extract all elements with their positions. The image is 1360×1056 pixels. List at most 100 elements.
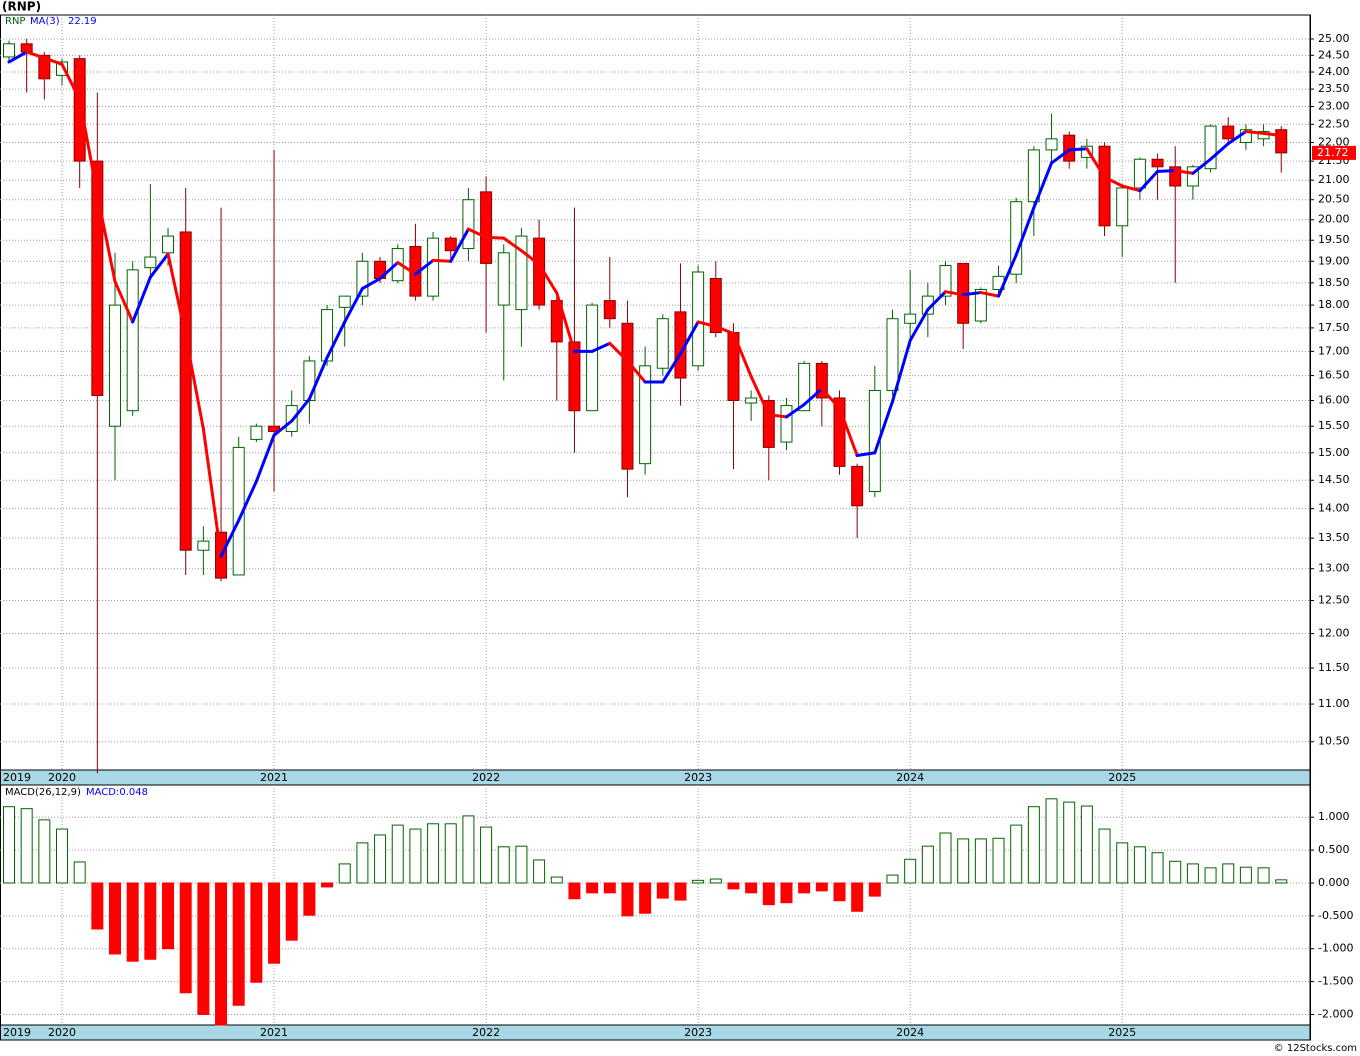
y-tick-label: 24.50 [1318, 48, 1350, 61]
candle-body [1222, 125, 1235, 140]
macd-bar [939, 832, 952, 884]
candle-body [56, 61, 69, 76]
chart-title: (RNP) [2, 0, 41, 14]
candle-body [356, 260, 369, 297]
candle-body [480, 191, 493, 264]
ma-line [997, 253, 1018, 298]
ma-line [961, 291, 983, 297]
y-tick-label: 13.00 [1318, 562, 1350, 575]
macd-bar [709, 878, 722, 884]
ma-line [714, 325, 735, 335]
macd-bar [868, 882, 881, 897]
macd-bar [109, 882, 122, 955]
ma-line [466, 227, 488, 239]
ma-line [431, 258, 453, 263]
macd-bar [1222, 863, 1235, 884]
ma-line [325, 320, 347, 360]
ma-line [343, 287, 364, 324]
macd-bar [533, 859, 546, 884]
macd-bar [1098, 828, 1111, 884]
ma-line [908, 308, 930, 342]
candle-body [621, 322, 634, 470]
x-tick-label: 2019 [3, 771, 31, 784]
macd-bar [762, 882, 775, 906]
candle-body [1169, 166, 1182, 187]
y-tick-label: 16.00 [1318, 393, 1350, 406]
candle-body [745, 397, 758, 404]
candle-body [1063, 134, 1076, 162]
candle-body [1080, 145, 1093, 158]
y-tick-label: 23.50 [1318, 82, 1350, 95]
macd-bar [621, 882, 634, 917]
y-tick-label: 16.50 [1318, 369, 1350, 382]
candle-body [1275, 129, 1288, 154]
y-tick-label: -1.500 [1318, 975, 1353, 988]
x-tick-label: 2023 [684, 1026, 712, 1039]
ma-line [1262, 131, 1283, 138]
macd-bar [851, 882, 864, 912]
last-price-box [1312, 145, 1356, 160]
y-tick-label: 17.50 [1318, 321, 1350, 334]
y-tick-label: 22.50 [1318, 117, 1350, 130]
macd-bar [1010, 824, 1023, 884]
ma-line [1138, 169, 1160, 193]
legend-ma-value: 22.19 [68, 16, 97, 27]
ma-line [855, 451, 877, 457]
candle-body [904, 313, 917, 324]
candle-body [303, 360, 316, 401]
ma-line [413, 258, 435, 276]
macd-bar [179, 882, 192, 994]
macd-bar [285, 882, 298, 941]
ma-line [678, 320, 700, 356]
ma-line [131, 275, 152, 324]
y-tick-label: -1.000 [1318, 942, 1353, 955]
candle-body [656, 318, 669, 369]
candle-body [692, 271, 705, 367]
ma-line [749, 375, 771, 417]
macd-bar [921, 845, 934, 884]
candle-body [462, 199, 475, 250]
ma-line [219, 518, 241, 558]
ma-line [1120, 184, 1142, 193]
candle-body [709, 278, 722, 334]
candle-body [1151, 158, 1164, 168]
ma-line [537, 262, 559, 295]
macd-bar [1151, 852, 1164, 884]
macd-bar [303, 882, 316, 916]
ma-line [1067, 147, 1089, 152]
candle-body [833, 397, 846, 467]
y-tick-label: 18.00 [1318, 298, 1350, 311]
candle-body [162, 235, 175, 254]
x-tick-label: 2020 [48, 771, 76, 784]
x-tick-label: 2021 [260, 771, 288, 784]
y-tick-label: 12.00 [1318, 627, 1350, 640]
macd-bar [1186, 863, 1199, 884]
x-tick-label: 2022 [472, 771, 500, 784]
credit: © 12Stocks.com [1274, 1043, 1357, 1054]
ma-line [891, 338, 912, 404]
ma-line [166, 252, 188, 338]
macd-bar [162, 882, 175, 950]
ma-line [449, 227, 470, 263]
x-tick-label: 2020 [48, 1026, 76, 1039]
ma-line [837, 406, 859, 457]
ma-line [148, 252, 170, 279]
ma-line [1209, 142, 1230, 161]
ma-line [42, 56, 64, 66]
ma-line [625, 359, 647, 384]
macd-bar [338, 863, 351, 884]
ma-line [944, 290, 965, 297]
ma-line [1226, 130, 1248, 146]
ma-line [254, 433, 276, 483]
macd-bar [444, 823, 457, 884]
y-tick-label: 14.00 [1318, 502, 1350, 515]
y-tick-label: 22.00 [1318, 136, 1350, 149]
candle-body [144, 256, 157, 269]
macd-bar [603, 882, 616, 894]
x-tick-label: 2022 [472, 1026, 500, 1039]
macd-bar [197, 882, 210, 1015]
ma-line [25, 50, 46, 60]
candle-body [1027, 149, 1040, 203]
macd-bar [674, 882, 687, 901]
